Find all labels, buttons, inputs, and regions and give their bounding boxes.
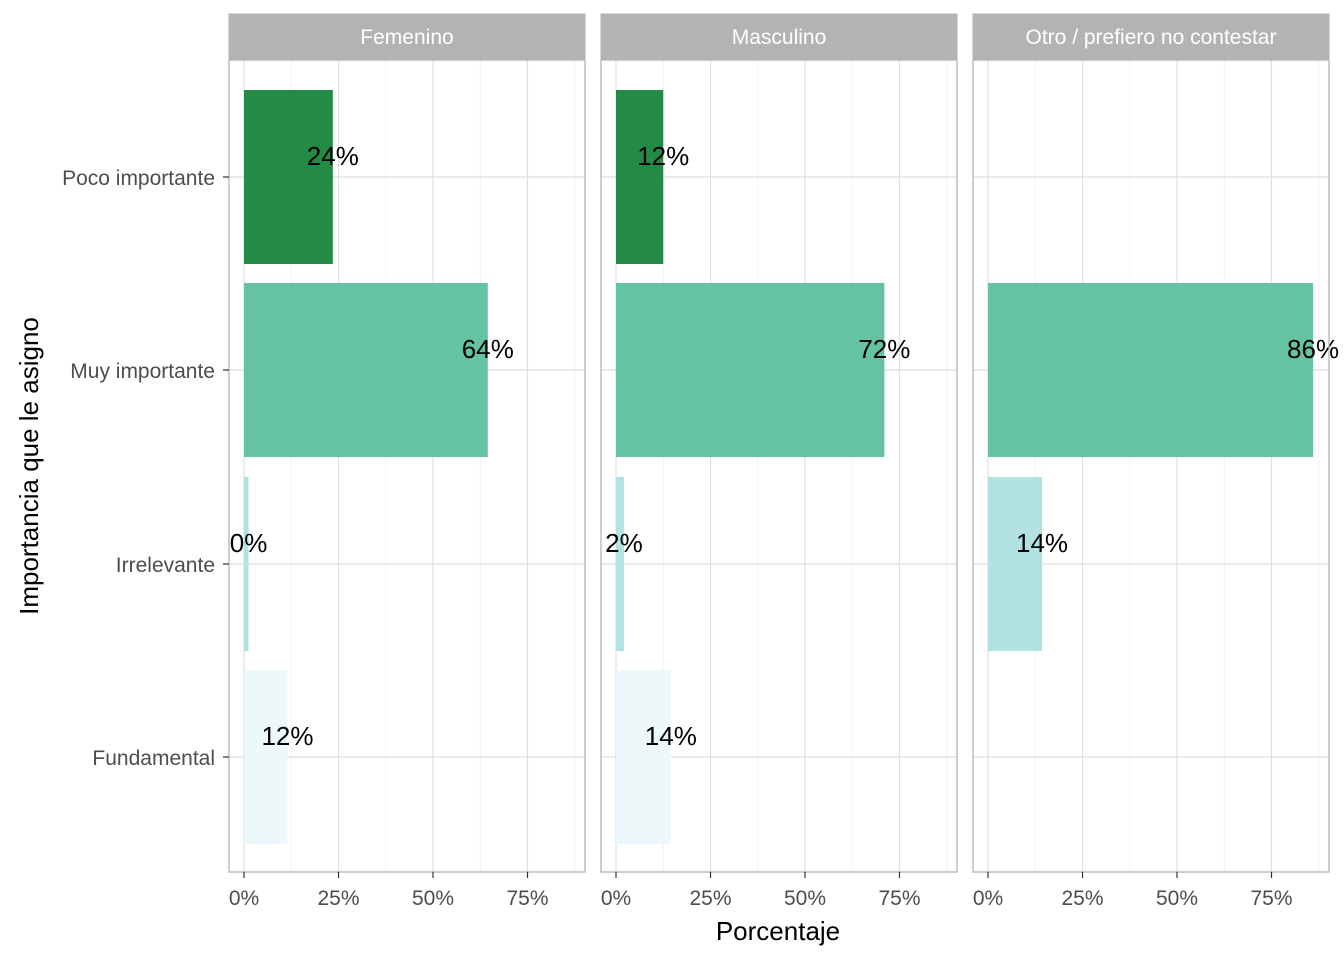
x-tick-label: 25% [689,887,731,910]
facet-strip [972,13,1330,61]
panel-border [600,59,958,873]
panel-border [228,59,586,873]
bar [244,283,488,457]
facet-strip-label: Otro / prefiero no contestar [1026,26,1277,49]
y-axis-title: Importancia que le asigno [14,317,44,615]
data-label: 72% [858,334,910,364]
data-label: 24% [307,141,359,171]
facet-strip [228,13,586,61]
x-tick-label: 75% [1250,887,1292,910]
y-tick-label: Irrelevante [116,554,215,577]
panel-background [973,60,1329,872]
facet-strip-label: Masculino [732,26,827,49]
y-axis: Poco importante Muy importante Irrelevante… [62,167,229,770]
panel-border [972,59,1330,873]
bar [988,477,1043,651]
data-label: 14% [1016,528,1068,558]
data-label: 14% [645,721,697,751]
data-label: 12% [637,141,689,171]
data-label: 86% [1287,334,1339,364]
bar [244,670,288,844]
x-tick-label: 25% [1061,887,1103,910]
data-label: 64% [462,334,514,364]
facet-panel: Otro / prefiero no contestar 86% 14% 0% 25% 5… [972,13,1339,910]
data-label: 2% [605,528,643,558]
bar [616,283,885,457]
facet-strip-label: Femenino [360,26,453,49]
bar [616,477,624,651]
data-label: 0% [230,528,268,558]
facet-panel: Femenino 24% 64% 0% 12% 0% 25% 50% 75% [228,13,586,910]
bar [988,283,1314,457]
bar [244,90,333,264]
x-tick-label: 0% [601,887,631,910]
bar [244,477,249,651]
gridlines [973,60,1329,872]
y-tick-label: Fundamental [92,747,215,770]
x-tick-label: 0% [973,887,1003,910]
x-tick-label: 0% [229,887,259,910]
y-tick-label: Poco importante [62,167,215,190]
bar [616,90,664,264]
x-axis-title: Porcentaje [716,916,840,946]
x-tick-label: 75% [878,887,920,910]
facets: Femenino 24% 64% 0% 12% 0% 25% 50% 75% Masculino 1… [62,13,1339,910]
x-tick-label: 50% [1156,887,1198,910]
facet-panel: Masculino 12% 72% 2% 14% 0% 25% 50% 75% [600,13,958,910]
data-label: 12% [261,721,313,751]
x-tick-label: 50% [412,887,454,910]
x-tick-label: 25% [317,887,359,910]
y-tick-label: Muy importante [70,360,215,383]
x-tick-label: 50% [784,887,826,910]
x-tick-label: 75% [506,887,548,910]
bar [616,670,671,844]
